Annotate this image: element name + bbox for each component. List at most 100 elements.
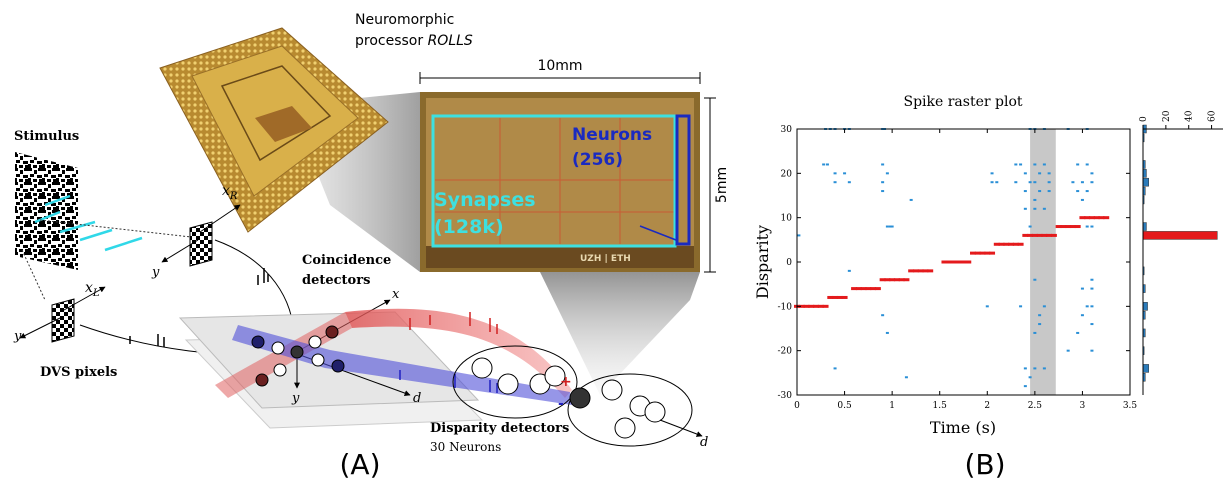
spike (823, 305, 829, 308)
spike (1033, 199, 1036, 201)
spike (910, 199, 913, 201)
coincidence-label: detectors (302, 273, 370, 288)
spike (1086, 163, 1089, 165)
axis-label: x (392, 287, 400, 302)
disparity-label: Disparity detectors (430, 421, 569, 436)
spike (822, 163, 825, 165)
spike (881, 163, 884, 165)
sign: - (558, 396, 564, 412)
processor-name: ROLLS (428, 33, 473, 49)
spike (1029, 181, 1032, 183)
axis-label: R (229, 191, 238, 202)
hist-tick-label: 60 (1208, 110, 1218, 122)
spike (927, 269, 933, 272)
y-tick-label: -30 (778, 391, 793, 401)
spike (1038, 314, 1041, 316)
spike (1081, 314, 1084, 316)
spike (1103, 216, 1109, 219)
spike (1081, 288, 1084, 290)
chip-logo: UZH | ETH (580, 254, 631, 264)
chip-height: 5mm (714, 167, 730, 203)
spike (1081, 199, 1084, 201)
hist-bar (1143, 223, 1146, 231)
axis-label: y (291, 391, 300, 406)
spike (1043, 305, 1046, 307)
spike (834, 172, 837, 174)
spike (1038, 190, 1041, 192)
y-tick-label: -20 (778, 347, 793, 357)
spike (1033, 279, 1036, 281)
processor-label: Neuromorphic (355, 12, 454, 28)
hist-bar (1143, 364, 1149, 372)
spike (1086, 190, 1089, 192)
y-tick-label: -10 (778, 302, 793, 312)
spike (1043, 367, 1046, 369)
spike (1048, 172, 1051, 174)
processor-label: processor ROLLS (355, 33, 473, 49)
hist-bar (1143, 231, 1217, 239)
spike (1067, 350, 1070, 352)
spike (1024, 385, 1027, 387)
spike (1024, 367, 1027, 369)
spike (1090, 279, 1093, 281)
spike (1090, 226, 1093, 228)
spike (1043, 163, 1046, 165)
spike (1051, 234, 1057, 237)
hist-tick-label: 0 (1139, 116, 1149, 122)
y-tick-label: 10 (781, 214, 793, 224)
spike (1081, 181, 1084, 183)
spike (1014, 181, 1017, 183)
x-tick-label: 3.5 (1123, 401, 1138, 411)
x-tick-label: 2.5 (1028, 401, 1043, 411)
spike (1024, 172, 1027, 174)
spike (1043, 208, 1046, 210)
spike (1076, 332, 1079, 334)
spike (875, 287, 881, 290)
processor-label: processor (355, 33, 423, 49)
neurons-label: Neurons (572, 125, 652, 145)
spike (881, 190, 884, 192)
spike (1048, 190, 1051, 192)
spike (1090, 305, 1093, 307)
spike (1033, 181, 1036, 183)
spike (1086, 226, 1089, 228)
axis-label: d (413, 391, 421, 406)
axis-label: xL (85, 280, 100, 299)
chart-title: Spike raster plot (903, 94, 1022, 110)
spike (1076, 163, 1079, 165)
spike (1038, 172, 1041, 174)
chip-pads (426, 246, 694, 268)
spike (1019, 163, 1022, 165)
hist-tick-label: 20 (1162, 110, 1172, 122)
stimulus-label: Stimulus (14, 129, 79, 144)
spike (991, 172, 994, 174)
spike (1075, 225, 1081, 228)
x-tick-label: 1.5 (933, 401, 948, 411)
x-tick-label: 0.5 (837, 401, 852, 411)
coincidence-label: Coincidence (302, 253, 391, 268)
spike (905, 376, 908, 378)
y-tick-label: 20 (781, 169, 793, 179)
shaded-interval (1030, 129, 1056, 395)
spike (826, 163, 829, 165)
spike (1018, 243, 1024, 246)
hist-bar (1143, 302, 1148, 310)
spike (848, 270, 851, 272)
synapses-label: Synapses (434, 189, 536, 211)
spike (1033, 332, 1036, 334)
spike (881, 181, 884, 183)
figure: Neuromorphic processor ROLLS 10mm 5mm Ne… (0, 0, 1232, 487)
spike (989, 252, 995, 255)
chip-width: 10mm (537, 58, 582, 74)
x-tick-label: 2 (984, 401, 990, 411)
x-tick-label: 1 (889, 401, 895, 411)
disparity-count: 30 Neurons (430, 440, 501, 454)
spike (1090, 181, 1093, 183)
spike (886, 332, 889, 334)
axis-label: x (85, 280, 93, 296)
panel-label: (B) (964, 448, 1005, 481)
y-axis-label: Disparity (753, 225, 772, 299)
spike (1090, 323, 1093, 325)
spike (1090, 172, 1093, 174)
x-axis-label: Time (s) (930, 418, 996, 437)
